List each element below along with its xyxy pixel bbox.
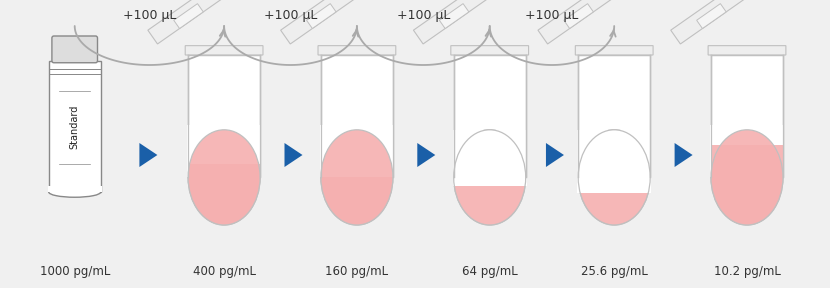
Bar — [188, 55, 260, 177]
Polygon shape — [564, 4, 593, 29]
Text: 10.2 pg/mL: 10.2 pg/mL — [714, 265, 780, 278]
Ellipse shape — [454, 130, 525, 225]
Ellipse shape — [454, 130, 525, 225]
Ellipse shape — [321, 130, 393, 225]
Polygon shape — [671, 0, 748, 44]
Ellipse shape — [711, 130, 783, 225]
Ellipse shape — [188, 130, 260, 225]
FancyBboxPatch shape — [451, 46, 529, 55]
Bar — [577, 130, 652, 193]
Text: +100 μL: +100 μL — [525, 9, 579, 22]
Polygon shape — [413, 0, 491, 44]
Ellipse shape — [711, 130, 783, 225]
Bar — [454, 55, 525, 177]
Text: +100 μL: +100 μL — [397, 9, 450, 22]
Ellipse shape — [711, 130, 783, 225]
Polygon shape — [538, 0, 615, 44]
Bar — [710, 129, 784, 177]
Bar — [319, 127, 395, 177]
FancyBboxPatch shape — [708, 46, 786, 55]
Polygon shape — [306, 4, 336, 29]
Ellipse shape — [321, 130, 393, 225]
Ellipse shape — [711, 130, 783, 225]
Polygon shape — [696, 4, 726, 29]
Ellipse shape — [579, 130, 650, 225]
Bar — [321, 55, 393, 177]
Polygon shape — [148, 0, 225, 44]
Bar — [711, 145, 783, 177]
Ellipse shape — [321, 130, 393, 225]
Bar — [187, 130, 261, 177]
Text: Standard: Standard — [70, 105, 80, 149]
Bar — [709, 127, 785, 177]
Polygon shape — [285, 143, 302, 167]
Bar — [579, 55, 650, 177]
Bar — [320, 129, 394, 177]
Bar — [711, 145, 783, 177]
Bar — [452, 130, 527, 187]
Ellipse shape — [188, 130, 260, 225]
FancyBboxPatch shape — [52, 36, 97, 63]
Polygon shape — [281, 0, 358, 44]
Bar — [320, 125, 394, 177]
Bar — [320, 125, 394, 177]
Polygon shape — [675, 143, 692, 167]
Ellipse shape — [321, 130, 393, 225]
Text: 400 pg/mL: 400 pg/mL — [193, 265, 256, 278]
Bar — [188, 164, 260, 177]
Text: 64 pg/mL: 64 pg/mL — [461, 265, 518, 278]
Ellipse shape — [711, 130, 783, 225]
FancyBboxPatch shape — [185, 46, 263, 55]
Bar — [452, 130, 527, 177]
Ellipse shape — [321, 130, 393, 225]
Text: 1000 pg/mL: 1000 pg/mL — [40, 265, 110, 278]
Bar — [47, 186, 102, 192]
Bar — [710, 130, 784, 177]
Bar — [188, 164, 260, 177]
Bar — [187, 125, 261, 177]
Bar — [187, 125, 261, 164]
Bar — [188, 164, 260, 177]
Bar — [452, 127, 528, 177]
Bar — [49, 61, 100, 192]
Text: +100 μL: +100 μL — [123, 9, 176, 22]
Text: 25.6 pg/mL: 25.6 pg/mL — [581, 265, 647, 278]
Bar — [320, 130, 394, 177]
FancyBboxPatch shape — [575, 46, 653, 55]
Polygon shape — [173, 4, 203, 29]
Bar — [710, 125, 784, 177]
Text: +100 μL: +100 μL — [264, 9, 317, 22]
Ellipse shape — [188, 130, 260, 225]
Ellipse shape — [188, 130, 260, 225]
Bar — [577, 130, 652, 177]
Bar — [711, 55, 783, 177]
Bar — [188, 164, 260, 177]
Ellipse shape — [49, 187, 100, 197]
Bar — [187, 129, 261, 177]
Bar — [711, 145, 783, 177]
Text: 160 pg/mL: 160 pg/mL — [325, 265, 388, 278]
Polygon shape — [139, 143, 158, 167]
Bar — [186, 127, 262, 177]
FancyBboxPatch shape — [318, 46, 396, 55]
Ellipse shape — [579, 130, 650, 225]
Polygon shape — [417, 143, 435, 167]
Polygon shape — [439, 4, 469, 29]
Bar — [711, 145, 783, 177]
Polygon shape — [546, 143, 564, 167]
Ellipse shape — [188, 130, 260, 225]
Bar — [710, 125, 784, 145]
Bar — [576, 127, 652, 177]
